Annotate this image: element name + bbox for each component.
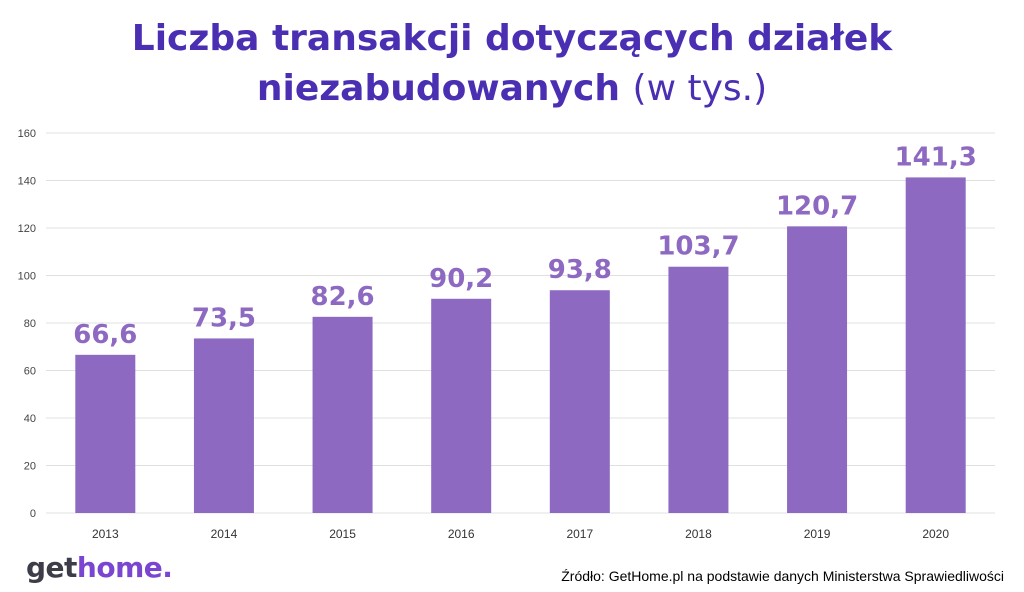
data-label-2020: 141,3 [895, 142, 977, 172]
x-tick-label-2013: 2013 [92, 527, 119, 541]
y-tick-label: 40 [24, 413, 36, 425]
y-tick-label: 80 [24, 318, 36, 330]
logo-part-home: home. [76, 551, 173, 584]
x-tick-label-2016: 2016 [448, 527, 475, 541]
data-label-2013: 66,6 [73, 320, 137, 350]
y-tick-label: 140 [18, 176, 36, 188]
data-label-2017: 93,8 [548, 255, 612, 285]
chart-title-unit: (w tys.) [632, 68, 768, 109]
data-label-2015: 82,6 [310, 282, 374, 312]
x-tick-label-2020: 2020 [922, 527, 949, 541]
data-label-2019: 120,7 [776, 191, 858, 221]
chart-title: Liczba transakcji dotyczących działek ni… [0, 14, 1024, 114]
y-tick-label: 60 [24, 366, 36, 378]
bar-2017 [549, 290, 610, 513]
data-label-2018: 103,7 [657, 232, 739, 262]
x-tick-label-2019: 2019 [804, 527, 831, 541]
bar-2018 [668, 266, 729, 513]
bar-2020 [905, 177, 966, 513]
bar-2015 [312, 316, 373, 513]
y-tick-label: 0 [30, 508, 36, 520]
bar-2016 [431, 298, 492, 513]
data-label-2014: 73,5 [192, 303, 256, 333]
logo-part-get: get [26, 551, 77, 584]
bar-2013 [75, 354, 136, 513]
gethome-logo: gethome. [26, 551, 173, 584]
y-tick-label: 160 [18, 128, 36, 140]
y-tick-label: 120 [18, 223, 36, 235]
data-label-2016: 90,2 [429, 264, 493, 294]
y-tick-label: 20 [24, 461, 36, 473]
x-tick-label-2018: 2018 [685, 527, 712, 541]
bar-2019 [787, 226, 848, 513]
x-tick-label-2014: 2014 [211, 527, 238, 541]
x-tick-label-2017: 2017 [566, 527, 593, 541]
chart-title-main: Liczba transakcji dotyczących działek ni… [131, 18, 893, 109]
bar-2014 [193, 338, 254, 513]
source-note: Źródło: GetHome.pl na podstawie danych M… [561, 568, 1004, 584]
y-tick-label: 100 [18, 271, 36, 283]
x-tick-label-2015: 2015 [329, 527, 356, 541]
